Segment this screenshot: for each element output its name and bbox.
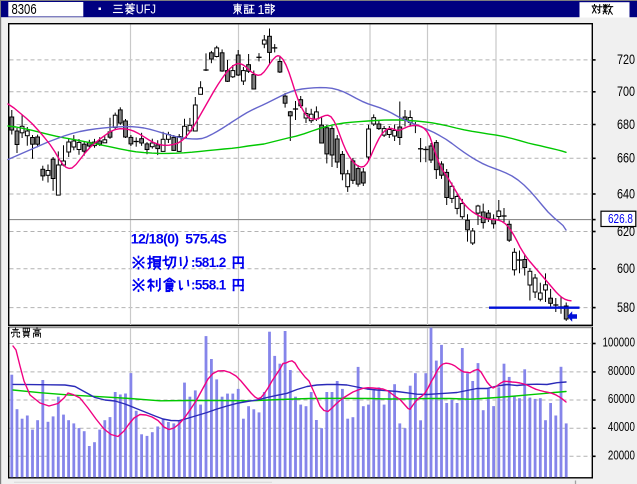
svg-text:700: 700	[617, 84, 635, 99]
svg-text:640: 640	[617, 186, 635, 201]
svg-text:40000: 40000	[608, 421, 635, 434]
svg-text:680: 680	[617, 117, 635, 132]
svg-text:626.8: 626.8	[608, 213, 633, 226]
svg-text:600: 600	[617, 261, 635, 276]
svg-text:20000: 20000	[608, 449, 635, 462]
svg-text:UFJ: UFJ	[136, 3, 156, 17]
svg-text:100000: 100000	[603, 336, 635, 349]
svg-text:660: 660	[617, 150, 635, 165]
svg-text:720: 720	[617, 52, 635, 67]
svg-text::558.1: :558.1	[191, 278, 227, 293]
svg-text:8306: 8306	[11, 1, 36, 18]
svg-text:12/18(0) 575.4S: 12/18(0) 575.4S	[131, 231, 227, 247]
svg-text:1: 1	[258, 3, 265, 17]
svg-text:60000: 60000	[608, 393, 635, 406]
svg-text:580: 580	[617, 300, 635, 315]
svg-text::581.2: :581.2	[191, 255, 226, 270]
svg-text:620: 620	[617, 224, 635, 239]
svg-text:80000: 80000	[608, 365, 635, 378]
